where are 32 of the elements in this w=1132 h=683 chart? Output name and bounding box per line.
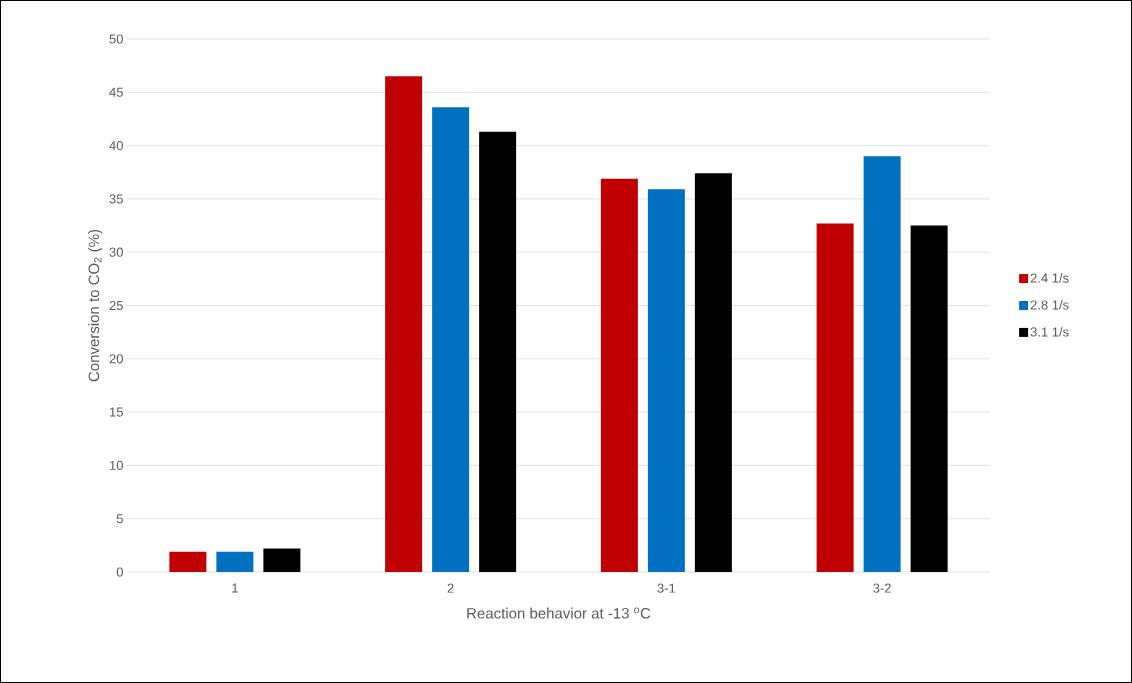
y-tick-label: 5 [116,514,123,524]
x-tick-label: 3-1 [657,583,676,593]
bar [694,173,732,572]
bar [216,551,254,572]
y-tick-label: 45 [109,87,123,97]
y-tick-label: 10 [110,460,123,470]
bar [169,551,207,572]
y-tick-label: 0 [116,567,123,577]
x-tick-label: 3-2 [873,583,891,593]
y-tick-label: 35 [109,194,123,204]
bar [910,225,948,572]
y-tick-label: 15 [110,407,123,417]
y-tick-label: 25 [109,300,123,311]
x-tick-label: 2 [447,583,454,593]
bar [863,156,901,572]
x-axis-title: Reaction behavior at -13 $^{o}$C [467,607,651,619]
y-tick-label: 20 [109,354,123,364]
legend-label: 3.1 1/s [1030,326,1069,337]
y-tick-label: 30 [109,247,123,257]
y-tick-label: 40 [109,140,123,151]
y-axis-title: Conversion to CO$_{2}$ (%) [88,229,103,382]
bar [600,178,638,572]
legend-label: 2.8 1/s [1030,300,1069,310]
legend-label: 2.4 1/s [1030,273,1069,283]
bar [263,548,301,572]
bar [479,131,517,572]
bar [647,189,685,572]
bar [816,223,854,572]
x-tick-label: 1 [232,583,238,593]
bar [432,107,470,572]
bar [385,76,423,572]
y-tick-label: 50 [109,34,123,44]
